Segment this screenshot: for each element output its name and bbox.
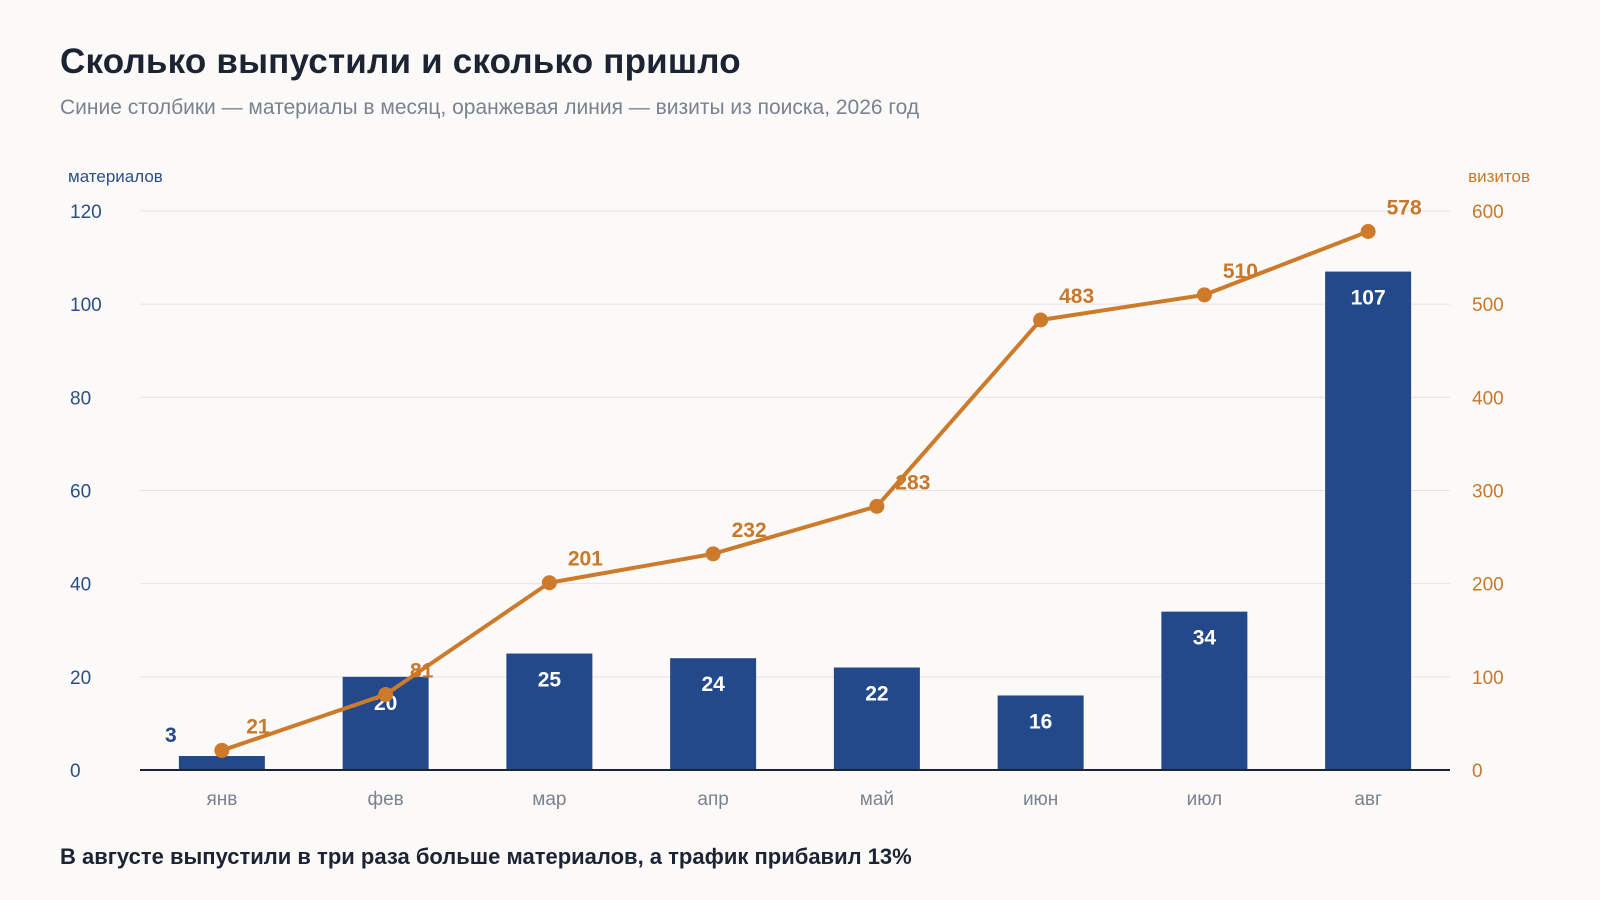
y-left-tick-label: 20 bbox=[70, 668, 91, 689]
y-right-tick-label: 100 bbox=[1472, 668, 1504, 689]
bar-data-label: 16 bbox=[1029, 710, 1052, 733]
bar-data-label: 3 bbox=[165, 724, 177, 747]
visits-point bbox=[705, 546, 721, 562]
line-data-label: 510 bbox=[1223, 260, 1258, 283]
line-data-label: 201 bbox=[568, 548, 603, 571]
chart-conclusion: В августе выпустили в три раза больше ма… bbox=[60, 844, 912, 869]
y-left-tick-label: 100 bbox=[70, 295, 102, 316]
bar bbox=[670, 658, 757, 770]
bar bbox=[997, 695, 1084, 770]
y-right-tick-label: 400 bbox=[1472, 388, 1504, 409]
x-tick-label: авг bbox=[1354, 789, 1382, 810]
y-left-tick-label: 0 bbox=[70, 761, 81, 782]
y-right-tick-label: 200 bbox=[1472, 575, 1504, 596]
x-tick-label: июн bbox=[1023, 789, 1058, 810]
y-right-tick-label: 300 bbox=[1472, 482, 1504, 503]
bar bbox=[833, 667, 920, 770]
bar-data-label: 22 bbox=[865, 683, 888, 706]
bar-data-label: 34 bbox=[1193, 627, 1217, 650]
y-left-tick-label: 120 bbox=[70, 202, 102, 223]
visits-point bbox=[214, 742, 230, 758]
x-tick-label: мар bbox=[532, 789, 566, 810]
visits-point bbox=[378, 687, 394, 703]
bar bbox=[1161, 611, 1248, 770]
line-data-label: 81 bbox=[410, 660, 434, 683]
x-tick-label: май bbox=[860, 789, 894, 810]
bar-data-label: 107 bbox=[1351, 287, 1386, 310]
y-right-tick-label: 600 bbox=[1472, 202, 1504, 223]
visits-point bbox=[869, 498, 885, 514]
y-left-tick-label: 60 bbox=[70, 482, 91, 503]
x-tick-label: янв bbox=[206, 789, 237, 810]
visits-line bbox=[219, 229, 1371, 753]
visits-point bbox=[541, 575, 557, 591]
y-right-tick-label: 0 bbox=[1472, 761, 1483, 782]
visits-point bbox=[1360, 223, 1376, 239]
y-left-tick-label: 40 bbox=[70, 575, 91, 596]
y-right-axis-title: визитов bbox=[1468, 167, 1530, 186]
bar bbox=[178, 756, 265, 770]
bar-data-label: 25 bbox=[538, 669, 562, 692]
visits-point bbox=[1033, 312, 1049, 328]
x-tick-label: июл bbox=[1187, 789, 1223, 810]
visits-point bbox=[1196, 287, 1212, 303]
line-data-label: 232 bbox=[732, 519, 767, 542]
y-right-tick-label: 500 bbox=[1472, 295, 1504, 316]
chart-title: Сколько выпустили и сколько пришло bbox=[60, 42, 741, 81]
line-data-label: 483 bbox=[1059, 285, 1094, 308]
bar-data-label: 24 bbox=[701, 673, 725, 696]
line-data-label: 578 bbox=[1387, 196, 1422, 219]
line-data-label: 21 bbox=[246, 715, 270, 738]
line-data-label: 283 bbox=[895, 471, 930, 494]
y-left-tick-label: 80 bbox=[70, 388, 91, 409]
bar bbox=[506, 653, 593, 770]
chart-subtitle: Синие столбики — материалы в месяц, оран… bbox=[60, 96, 920, 119]
x-tick-label: фев bbox=[367, 789, 403, 810]
y-left-axis-title: материалов bbox=[68, 167, 163, 186]
bar bbox=[1325, 271, 1412, 770]
x-tick-label: апр bbox=[697, 789, 728, 810]
